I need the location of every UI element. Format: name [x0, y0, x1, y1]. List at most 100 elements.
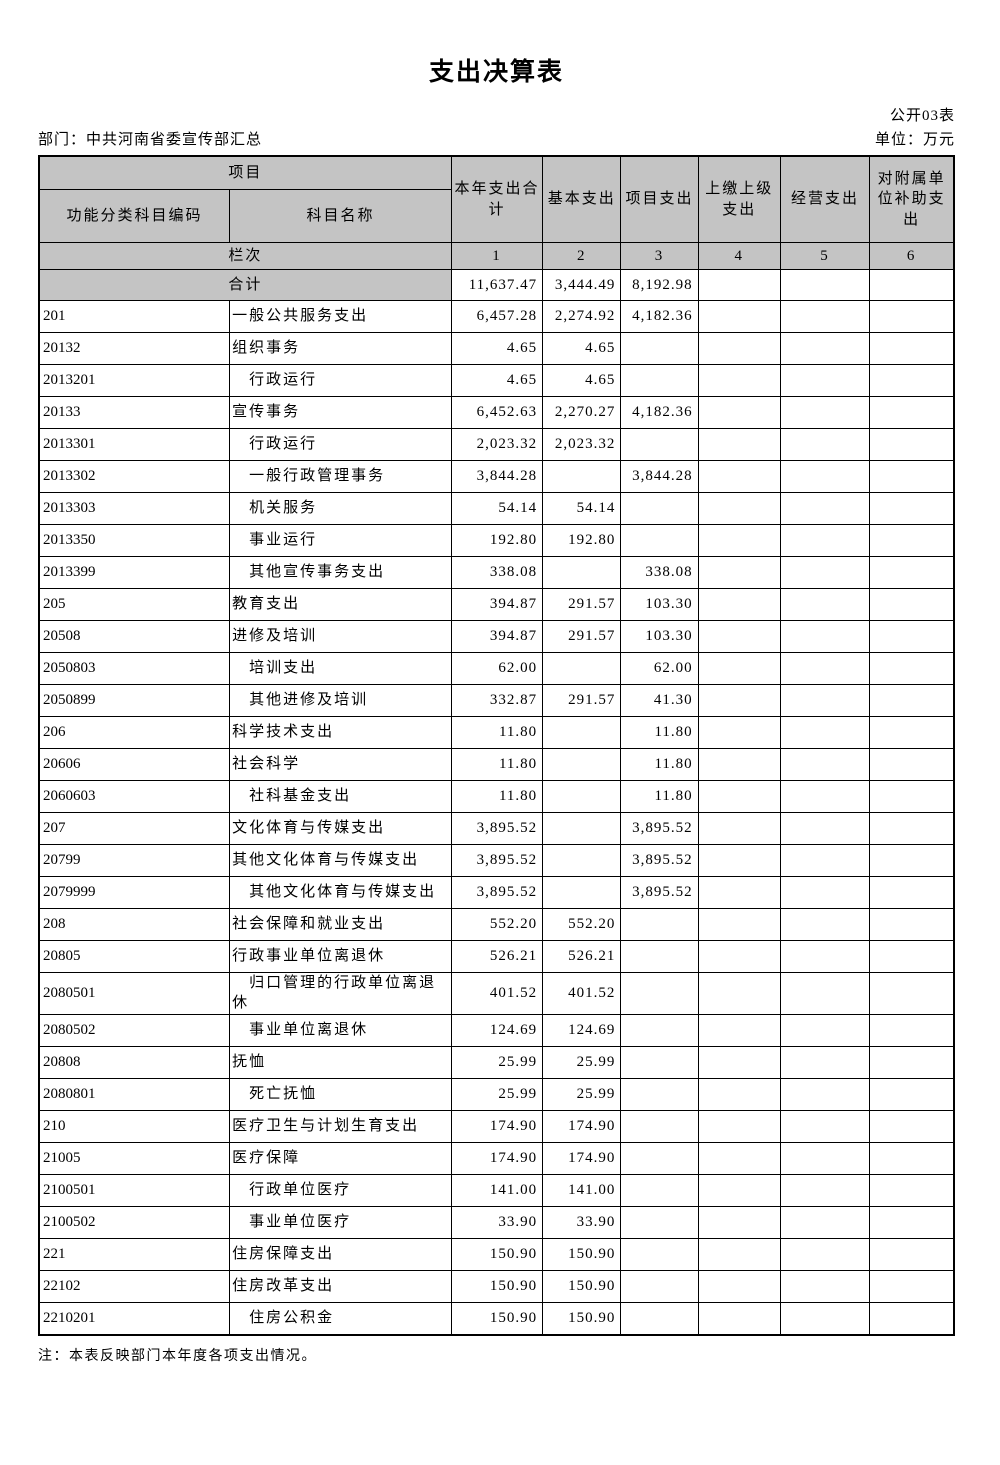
table-row: 201 一般公共服务支出 6,457.28 2,274.92 4,182.36	[38, 300, 955, 333]
value-cell	[869, 396, 955, 429]
value-cell	[779, 556, 871, 589]
header-col-operating: 经营支出	[779, 155, 871, 243]
value-cell: 11.80	[620, 716, 699, 749]
value-cell	[779, 364, 871, 397]
subject-name-cell: 社会科学	[229, 748, 452, 781]
unit-label: 单位：万元	[874, 132, 955, 148]
value-cell	[869, 812, 955, 845]
value-cell	[697, 780, 781, 813]
value-cell	[779, 940, 871, 973]
value-cell	[779, 844, 871, 877]
subject-name-cell: 社会保障和就业支出	[229, 908, 452, 941]
subject-name-cell: 行政事业单位离退休	[229, 940, 452, 973]
value-cell: 141.00	[542, 1173, 622, 1207]
value-cell: 150.90	[450, 1237, 544, 1271]
value-cell	[869, 844, 955, 877]
value-cell	[869, 332, 955, 365]
value-cell: 25.99	[450, 1077, 544, 1111]
subject-name-cell: 其他文化体育与传媒支出	[229, 844, 452, 877]
value-cell	[620, 1077, 699, 1111]
subject-name-cell: 一般公共服务支出	[229, 300, 452, 333]
value-cell	[620, 1109, 699, 1143]
value-cell	[779, 1077, 871, 1111]
value-cell	[697, 620, 781, 653]
code-cell: 20805	[38, 940, 231, 973]
value-cell	[779, 300, 871, 333]
value-cell	[869, 940, 955, 973]
value-cell	[869, 1077, 955, 1111]
table-row: 2013303 机关服务 54.14 54.14	[38, 492, 955, 525]
code-cell: 2080801	[38, 1077, 231, 1111]
table-row: 221 住房保障支出 150.90 150.90	[38, 1237, 955, 1271]
value-cell: 526.21	[542, 940, 622, 973]
value-cell	[542, 844, 622, 877]
value-cell	[620, 1269, 699, 1303]
value-cell	[697, 300, 781, 333]
rank-number: 3	[620, 242, 699, 270]
subject-name-cell: 机关服务	[229, 492, 452, 525]
value-cell: 62.00	[620, 652, 699, 685]
value-cell: 3,844.28	[620, 460, 699, 493]
value-cell	[779, 908, 871, 941]
value-cell	[697, 972, 781, 1015]
header-col-project: 项目支出	[620, 155, 699, 243]
value-cell	[542, 460, 622, 493]
value-cell: 4.65	[450, 332, 544, 365]
code-cell: 2080502	[38, 1013, 231, 1047]
subject-name-cell: 科学技术支出	[229, 716, 452, 749]
code-cell: 2013201	[38, 364, 231, 397]
table-row: 2080501 归口管理的行政单位离退休 401.52 401.52	[38, 972, 955, 1015]
value-cell	[620, 1141, 699, 1175]
table-row: 20132 组织事务 4.65 4.65	[38, 332, 955, 365]
code-cell: 21005	[38, 1141, 231, 1175]
value-cell	[620, 940, 699, 973]
value-cell: 11.80	[450, 780, 544, 813]
value-cell	[779, 1141, 871, 1175]
value-cell: 103.30	[620, 620, 699, 653]
header-code-column: 功能分类科目编码	[38, 189, 231, 243]
value-cell: 33.90	[542, 1205, 622, 1239]
value-cell	[620, 1045, 699, 1079]
value-cell	[779, 1269, 871, 1303]
value-cell	[779, 1045, 871, 1079]
subject-name-cell: 住房公积金	[229, 1301, 452, 1335]
subject-name-cell: 一般行政管理事务	[229, 460, 452, 493]
table-row: 2050899 其他进修及培训 332.87 291.57 41.30	[38, 684, 955, 717]
value-cell: 6,452.63	[450, 396, 544, 429]
value-cell: 192.80	[450, 524, 544, 557]
value-cell	[620, 1237, 699, 1271]
value-cell: 174.90	[542, 1141, 622, 1175]
value-cell	[869, 1205, 955, 1239]
value-cell: 526.21	[450, 940, 544, 973]
subject-name-cell: 文化体育与传媒支出	[229, 812, 452, 845]
code-cell: 2013399	[38, 556, 231, 589]
value-cell	[779, 428, 871, 461]
value-cell: 2,023.32	[542, 428, 622, 461]
table-row: 207 文化体育与传媒支出 3,895.52 3,895.52	[38, 812, 955, 845]
value-cell	[779, 524, 871, 557]
value-cell	[697, 748, 781, 781]
table-row: 2050803 培训支出 62.00 62.00	[38, 652, 955, 685]
value-cell	[869, 1269, 955, 1303]
value-cell: 150.90	[450, 1269, 544, 1303]
table-row: 2210201 住房公积金 150.90 150.90	[38, 1301, 955, 1335]
value-cell	[779, 1173, 871, 1207]
value-cell	[779, 1109, 871, 1143]
code-cell: 201	[38, 300, 231, 333]
header-name-column: 科目名称	[229, 189, 452, 243]
value-cell	[869, 684, 955, 717]
value-cell	[620, 428, 699, 461]
expenditure-report-page: 支出决算表 公开03表 部门：中共河南省委宣传部汇总 单位：万元 项目 本年支出…	[0, 52, 1000, 1365]
value-cell	[697, 556, 781, 589]
value-cell	[869, 556, 955, 589]
value-cell	[697, 428, 781, 461]
table-row: 2100502 事业单位医疗 33.90 33.90	[38, 1205, 955, 1239]
code-cell: 20508	[38, 620, 231, 653]
code-cell: 2060603	[38, 780, 231, 813]
value-cell	[779, 460, 871, 493]
value-cell	[697, 652, 781, 685]
value-cell	[697, 1301, 781, 1335]
value-cell: 54.14	[450, 492, 544, 525]
code-cell: 20606	[38, 748, 231, 781]
value-cell	[869, 364, 955, 397]
